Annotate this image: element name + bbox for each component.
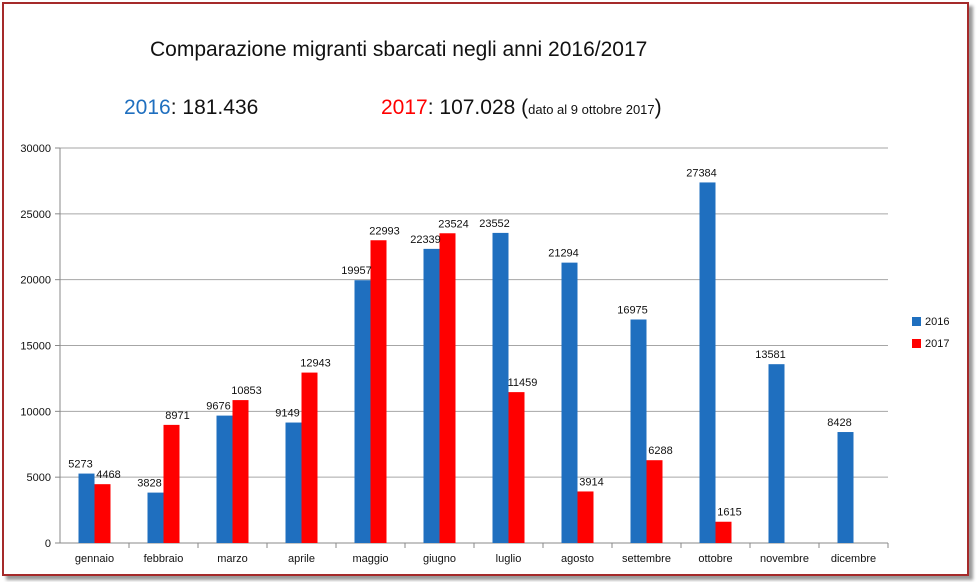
data-label-2017-aprile: 12943 xyxy=(300,358,331,370)
bar-2016-luglio xyxy=(492,232,509,543)
bar-2017-febbraio xyxy=(163,424,180,543)
bar-2017-marzo xyxy=(232,400,249,543)
data-label-2017-gennaio: 4468 xyxy=(96,469,120,481)
data-label-2016-novembre: 13581 xyxy=(755,349,786,361)
total-2017: 2017: 107.028 (dato al 9 ottobre 2017) xyxy=(381,96,662,120)
data-label-2016-dicembre: 8428 xyxy=(827,417,851,429)
data-label-2017-agosto: 3914 xyxy=(579,476,603,488)
y-axis: 0 5000 10000 15000 20000 25000 30000 xyxy=(20,143,61,550)
data-label-2016-agosto: 21294 xyxy=(548,248,579,260)
bar-2017-giugno xyxy=(439,233,456,543)
total-2017-label: 2017 xyxy=(381,96,428,119)
x-tick-label: marzo xyxy=(217,553,248,565)
x-tick-label: dicembre xyxy=(831,553,876,565)
data-label-2016-gennaio: 5273 xyxy=(68,459,92,471)
total-2016-value: : 181.436 xyxy=(170,96,259,119)
x-tick-label: novembre xyxy=(760,553,809,565)
total-2017-note-close: ) xyxy=(654,96,662,119)
legend-swatch-2016 xyxy=(912,317,921,326)
chart-title: Comparazione migranti sbarcati negli ann… xyxy=(150,38,648,61)
data-label-2016-settembre: 16975 xyxy=(617,304,648,316)
bar-2016-settembre xyxy=(630,319,647,543)
bar-2017-maggio xyxy=(370,240,387,543)
y-tick-label: 20000 xyxy=(20,275,51,287)
bar-2016-marzo xyxy=(216,415,233,543)
bar-2016-agosto xyxy=(561,262,578,543)
data-label-2016-maggio: 19957 xyxy=(341,265,372,277)
legend: 2016 2017 xyxy=(912,316,949,350)
x-tick-label: agosto xyxy=(561,553,594,565)
x-tick-label: luglio xyxy=(496,553,522,565)
x-axis: gennaio febbraio marzo aprile maggio giugno lu… xyxy=(75,543,889,565)
legend-label-2016: 2016 xyxy=(925,316,949,328)
bar-2016-gennaio xyxy=(78,473,95,543)
x-tick-label: settembre xyxy=(622,553,671,565)
bar-2017-ottobre xyxy=(715,521,732,543)
data-label-2016-marzo: 9676 xyxy=(206,401,230,413)
data-label-2017-maggio: 22993 xyxy=(369,225,400,237)
x-tick-label: maggio xyxy=(352,553,388,565)
bar-2017-luglio xyxy=(508,392,525,543)
bar-2016-ottobre xyxy=(699,182,716,543)
bar-2017-settembre xyxy=(646,460,663,543)
total-2016: 2016: 181.436 xyxy=(124,96,258,120)
legend-swatch-2017 xyxy=(912,339,921,348)
total-2017-note: dato al 9 ottobre 2017 xyxy=(528,102,655,117)
data-label-2017-ottobre: 1615 xyxy=(717,507,741,519)
bar-2016-maggio xyxy=(354,280,371,543)
bar-2016-febbraio xyxy=(147,492,164,543)
bars xyxy=(78,182,854,544)
bar-2017-aprile xyxy=(301,372,318,543)
x-tick-label: aprile xyxy=(288,553,315,565)
data-label-2016-luglio: 23552 xyxy=(479,218,510,230)
y-tick-label: 5000 xyxy=(27,472,51,484)
y-tick-label: 25000 xyxy=(20,209,51,221)
bar-2016-novembre xyxy=(768,364,785,543)
bar-2016-dicembre xyxy=(837,432,854,543)
totals-line: 2016: 181.436 2017: 107.028 (dato al 9 o… xyxy=(0,96,977,126)
total-2017-note-open: ( xyxy=(515,96,529,119)
data-label-2017-marzo: 10853 xyxy=(231,385,262,397)
x-tick-label: ottobre xyxy=(698,553,732,565)
y-tick-label: 15000 xyxy=(20,341,51,353)
data-label-2016-ottobre: 27384 xyxy=(686,167,717,179)
bar-2017-agosto xyxy=(577,491,594,543)
data-label-2017-luglio: 11459 xyxy=(508,377,538,389)
data-label-2017-settembre: 6288 xyxy=(648,445,672,457)
y-tick-label: 30000 xyxy=(20,143,51,155)
total-2017-value: : 107.028 xyxy=(427,96,516,119)
bar-2017-gennaio xyxy=(94,484,111,543)
chart-frame xyxy=(2,2,969,576)
data-label-2016-febbraio: 3828 xyxy=(137,478,161,490)
y-tick-label: 0 xyxy=(45,538,51,550)
gridlines xyxy=(60,147,888,544)
x-tick-label: giugno xyxy=(423,553,456,565)
data-label-2016-giugno: 22339 xyxy=(410,234,441,246)
bar-2016-giugno xyxy=(423,248,440,544)
x-tick-label: gennaio xyxy=(75,553,114,565)
total-2016-label: 2016 xyxy=(124,96,171,119)
data-label-2016-aprile: 9149 xyxy=(275,408,299,420)
data-label-2017-febbraio: 8971 xyxy=(165,410,189,422)
y-tick-label: 10000 xyxy=(20,406,51,418)
data-label-2017-giugno: 23524 xyxy=(438,218,469,230)
x-tick-label: febbraio xyxy=(144,553,184,565)
legend-label-2017: 2017 xyxy=(925,338,949,350)
bar-2016-aprile xyxy=(285,422,302,543)
